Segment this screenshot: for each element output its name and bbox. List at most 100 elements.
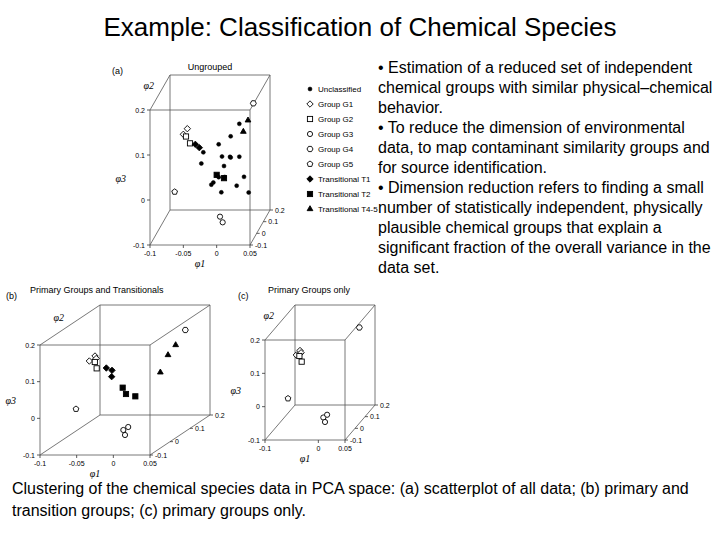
legend-label: Unclassified [318, 85, 361, 94]
y-tick-label: 0.2 [380, 402, 390, 409]
point [299, 359, 304, 364]
legend-label: Transitional T2 [318, 190, 371, 199]
point [196, 144, 202, 150]
point [122, 432, 127, 437]
point [165, 352, 171, 357]
legend-label: Group G4 [318, 145, 354, 154]
y-tick [263, 221, 266, 222]
cube-edge [210, 305, 211, 415]
z-tick-label: 0.1 [25, 378, 35, 385]
y-tick-label: -0.1 [255, 242, 267, 249]
plots: Ungrouped(a)-0.1-0.0500.05-0.100.10.2-0.… [0, 0, 720, 540]
legend-label: Transitional T1 [318, 175, 371, 184]
point [209, 183, 213, 187]
z-axis-label: φ3 [115, 173, 126, 184]
point [109, 367, 115, 373]
bullet: • Dimension reduction refers to finding … [378, 178, 714, 278]
cube-edge [295, 305, 375, 306]
legend-marker [307, 146, 313, 151]
z-tick-label: 0.2 [25, 342, 35, 349]
point [221, 176, 226, 181]
y-tick-label: 0.2 [275, 207, 285, 214]
scatter3d-panel: Primary Groups only(c)-0.100.05-0.100.10… [230, 285, 389, 464]
bullet: • Estimation of a reduced set of indepen… [378, 58, 714, 118]
z-axis-label: φ3 [230, 385, 241, 396]
point [92, 359, 97, 364]
y-tick-label: 0 [262, 230, 266, 237]
point [199, 162, 203, 166]
y-tick [270, 210, 273, 211]
cube-edge [265, 340, 345, 341]
y-tick-label: -0.1 [350, 437, 362, 444]
cube-edge [170, 75, 270, 76]
point [217, 142, 221, 146]
x-tick [40, 455, 41, 458]
point [126, 424, 131, 429]
points [73, 327, 188, 437]
point [325, 412, 330, 417]
point [94, 366, 99, 371]
point [183, 134, 188, 139]
cube-edge [265, 405, 295, 440]
x-tick-label: 0 [111, 460, 115, 467]
point [229, 156, 233, 160]
point [222, 164, 226, 168]
x-tick [150, 455, 151, 458]
point [220, 220, 225, 225]
cube-edge [40, 345, 41, 455]
point [219, 190, 223, 194]
x-tick [150, 245, 151, 248]
point [220, 155, 224, 159]
point [240, 128, 246, 133]
z-tick [147, 110, 150, 111]
cube-edge [345, 405, 375, 440]
x-tick-label: 0.05 [338, 445, 352, 452]
point [123, 391, 128, 396]
x-tick [183, 245, 184, 248]
legend-label: Group G2 [318, 115, 354, 124]
cube-edge [265, 440, 345, 441]
point [120, 385, 125, 390]
cube-edge [150, 245, 250, 246]
point [228, 155, 232, 159]
z-tick-label: 0 [256, 403, 260, 410]
point [133, 394, 138, 399]
z-tick [147, 245, 150, 246]
cube-edge [250, 75, 270, 110]
z-tick [262, 406, 265, 407]
cube-edge [150, 110, 250, 111]
cube-edge [150, 210, 170, 245]
point [173, 342, 179, 347]
x-tick [250, 245, 251, 248]
z-tick [37, 418, 40, 419]
slide-title: Example: Classification of Chemical Spec… [0, 12, 720, 43]
cube-edge [40, 345, 150, 346]
legend-marker [307, 206, 313, 211]
legend-label: Group G5 [318, 160, 354, 169]
cube-edge [150, 110, 151, 245]
point [322, 419, 327, 424]
cube-edge [345, 340, 346, 440]
legend-label: Group G3 [318, 130, 354, 139]
cube-edge [40, 305, 100, 345]
cube-edge [150, 415, 210, 455]
z-tick [37, 381, 40, 382]
x-tick [265, 440, 266, 443]
z-tick-label: 0.1 [250, 370, 260, 377]
y-axis-label: φ2 [263, 310, 274, 321]
z-tick-label: 0 [31, 415, 35, 422]
point [285, 396, 291, 401]
point [187, 141, 192, 146]
cube-edge [270, 75, 271, 210]
scatter3d-panel: Ungrouped(a)-0.1-0.0500.05-0.100.10.2-0.… [112, 62, 378, 269]
x-tick-label: 0.05 [243, 250, 257, 257]
y-tick [257, 233, 260, 234]
points [285, 325, 362, 425]
cube-edge [265, 340, 266, 440]
x-tick [113, 455, 114, 458]
point [356, 325, 362, 330]
point [237, 155, 241, 159]
z-tick [262, 440, 265, 441]
legend-marker [307, 191, 312, 196]
x-axis-label: φ1 [90, 468, 101, 479]
